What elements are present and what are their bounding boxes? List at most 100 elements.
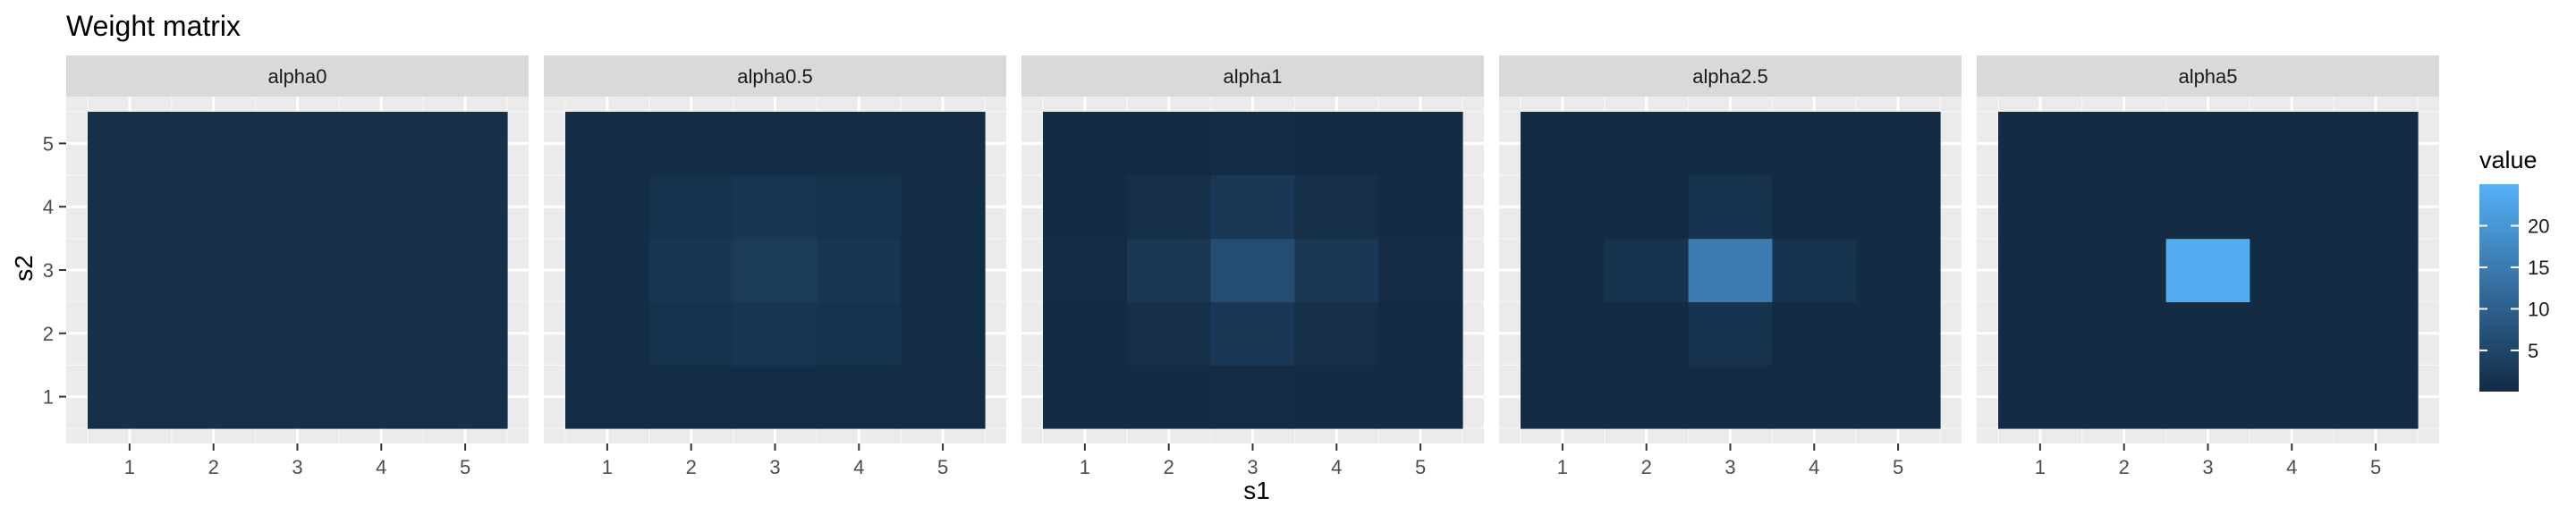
heatmap-tile — [88, 301, 173, 366]
heatmap-tile — [171, 174, 257, 240]
heatmap-tile — [2334, 238, 2419, 302]
heatmap-tile — [2250, 174, 2334, 240]
legend-colorbar — [2479, 184, 2519, 392]
facet-strip-label: alpha0.5 — [737, 65, 812, 88]
heatmap-tile — [423, 174, 508, 240]
heatmap-tile — [255, 365, 340, 429]
heatmap-tile — [88, 112, 173, 176]
x-tick-label: 3 — [292, 456, 302, 478]
x-tick-label: 3 — [1724, 456, 1735, 478]
x-tick-label: 2 — [686, 456, 697, 478]
facet-panel-alpha1: alpha1 1 2 3 4 5 — [1021, 55, 1484, 478]
heatmap-tile — [901, 174, 986, 240]
heatmap-tile — [1856, 365, 1941, 429]
heatmap-tile — [1998, 238, 2083, 302]
heatmap-tile — [648, 174, 734, 240]
heatmap-tile — [1521, 301, 1606, 366]
facet-panels: alpha0 1 2 3 4 5 1 2 3 4 5 alpha0.5 1 2 3 4 5 alpha1 1 2 3 4 5… — [43, 55, 2439, 478]
x-tick-label: 1 — [1080, 456, 1090, 478]
heatmap-tile — [1378, 238, 1463, 302]
heatmap-tile — [423, 365, 508, 429]
heatmap-tile — [733, 174, 818, 240]
x-tick-label: 3 — [2202, 456, 2213, 478]
heatmap-tile — [565, 301, 650, 366]
heatmap-tile — [1688, 174, 1773, 240]
heatmap-tile — [1043, 174, 1128, 240]
x-tick-label: 2 — [1641, 456, 1652, 478]
heatmap-tile — [1043, 365, 1128, 429]
x-tick-label: 4 — [2286, 456, 2297, 478]
x-tick-label: 5 — [2370, 456, 2381, 478]
heatmap-tile — [1998, 112, 2083, 176]
heatmap-tile — [339, 174, 424, 240]
heatmap-tile — [1604, 174, 1690, 240]
heatmap-tile — [648, 238, 734, 302]
legend-tick-label: 10 — [2528, 298, 2549, 320]
heatmap-tile — [171, 365, 257, 429]
heatmap-tile — [339, 301, 424, 366]
x-tick-label: 4 — [1331, 456, 1342, 478]
heatmap-tile — [2081, 112, 2167, 176]
heatmap-tile — [1521, 238, 1606, 302]
heatmap-tile — [1126, 365, 1212, 429]
heatmap-tile — [733, 365, 818, 429]
heatmap-tile — [88, 238, 173, 302]
heatmap-tile — [423, 301, 508, 366]
heatmap-tile — [1043, 112, 1128, 176]
heatmap-tile — [1378, 112, 1463, 176]
legend-tick-label: 15 — [2528, 257, 2549, 279]
heatmap-tile — [2334, 301, 2419, 366]
heatmap-tile — [1378, 174, 1463, 240]
x-tick-label: 5 — [937, 456, 948, 478]
heatmap-tile — [1126, 174, 1212, 240]
heatmap-tile — [1772, 238, 1857, 302]
x-tick-label: 5 — [1415, 456, 1426, 478]
heatmap-tile — [255, 174, 340, 240]
x-tick-label: 1 — [2035, 456, 2046, 478]
heatmap-tile — [1043, 301, 1128, 366]
heatmap-tile — [1210, 238, 1295, 302]
heatmap-tile — [1378, 301, 1463, 366]
heatmap-tile — [1688, 301, 1773, 366]
heatmap-tile — [1688, 365, 1773, 429]
heatmap-tile — [2334, 112, 2419, 176]
heatmap-tile — [1688, 238, 1773, 302]
x-tick-label: 2 — [1164, 456, 1174, 478]
x-tick-label: 3 — [769, 456, 780, 478]
heatmap-tile — [1772, 301, 1857, 366]
heatmap-tile — [1772, 365, 1857, 429]
heatmap-tile — [1294, 112, 1379, 176]
facet-panel-alpha0.5: alpha0.5 1 2 3 4 5 — [544, 55, 1006, 478]
heatmap-tile — [817, 365, 902, 429]
heatmap-tile — [1772, 112, 1857, 176]
heatmap-tile — [2165, 365, 2250, 429]
heatmap-tile — [339, 365, 424, 429]
facet-strip-label: alpha1 — [1223, 65, 1282, 88]
heatmap-tile — [2250, 365, 2334, 429]
y-tick-label: 2 — [43, 323, 54, 345]
heatmap-tile — [2165, 301, 2250, 366]
heatmap-tile — [817, 238, 902, 302]
facet-panel-alpha0: alpha0 1 2 3 4 5 1 2 3 4 5 — [43, 55, 529, 478]
heatmap-tile — [1604, 301, 1690, 366]
heatmap-tile — [1210, 301, 1295, 366]
facet-panel-alpha5: alpha5 1 2 3 4 5 — [1977, 55, 2439, 478]
heatmap-tile — [1604, 365, 1690, 429]
facet-panel-alpha2.5: alpha2.5 1 2 3 4 5 — [1499, 55, 1962, 478]
heatmap-tile — [2165, 238, 2250, 302]
y-axis-title: s2 — [10, 255, 38, 282]
heatmap-tile — [2081, 301, 2167, 366]
heatmap-tile — [1294, 174, 1379, 240]
facet-strip-label: alpha5 — [2178, 65, 2237, 88]
heatmap-tile — [733, 112, 818, 176]
facet-strip — [1977, 55, 2439, 97]
heatmap-tile — [1856, 238, 1941, 302]
color-legend: value 5 10 15 20 — [2479, 147, 2549, 392]
heatmap-tile — [255, 112, 340, 176]
x-axis-title: s1 — [1243, 477, 1270, 504]
x-tick-label: 1 — [1557, 456, 1568, 478]
heatmap-tile — [1998, 365, 2083, 429]
chart-title: Weight matrix — [66, 10, 241, 42]
heatmap-tile — [565, 238, 650, 302]
